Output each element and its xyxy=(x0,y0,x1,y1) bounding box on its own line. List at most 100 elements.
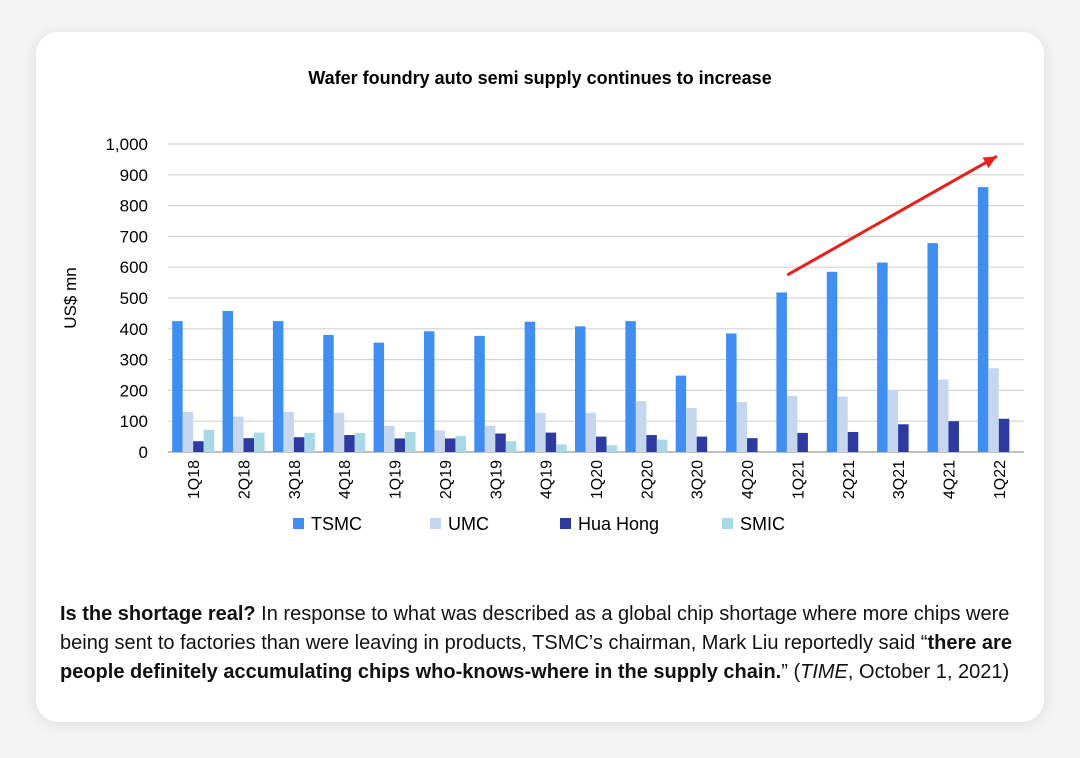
bar-hua-hong xyxy=(444,438,456,452)
bar-tsmc xyxy=(323,334,334,452)
bar-tsmc xyxy=(272,321,284,452)
arrow-shaft xyxy=(786,155,998,277)
bar-tsmc xyxy=(877,262,888,452)
y-tick-label: 200 xyxy=(120,381,148,400)
bar-hua-hong xyxy=(243,438,255,452)
bar-hua-hong xyxy=(696,436,708,452)
bar-smic xyxy=(304,432,315,452)
bar-umc xyxy=(585,412,596,452)
bar-tsmc xyxy=(927,243,938,452)
y-tick-label: 1,000 xyxy=(105,135,148,154)
bar-umc xyxy=(283,411,294,452)
chart-title: Wafer foundry auto semi supply continues… xyxy=(308,68,771,88)
bars xyxy=(172,187,1010,452)
trend-arrow xyxy=(786,155,998,277)
bar-umc xyxy=(434,430,445,452)
bar-umc xyxy=(887,390,899,452)
legend-swatch xyxy=(430,518,441,529)
bar-hua-hong xyxy=(193,441,204,452)
x-tick-label: 2Q20 xyxy=(639,460,656,499)
bar-umc xyxy=(988,368,999,452)
bar-smic xyxy=(606,445,617,452)
caption-body: In response to what was described as a g… xyxy=(60,603,1010,654)
bar-smic xyxy=(203,429,215,452)
x-tick-label: 1Q22 xyxy=(992,460,1009,499)
y-tick-label: 700 xyxy=(120,227,148,246)
bar-smic xyxy=(556,444,567,452)
y-tick-label: 500 xyxy=(120,289,148,308)
x-tick-label: 1Q20 xyxy=(589,460,606,499)
bar-hua-hong xyxy=(797,432,808,452)
x-tick-label: 4Q18 xyxy=(337,460,354,499)
bar-umc xyxy=(182,411,194,452)
bar-umc xyxy=(837,396,848,452)
bar-hua-hong xyxy=(293,437,305,452)
bar-umc xyxy=(937,379,949,452)
bar-hua-hong xyxy=(545,432,557,452)
bar-tsmc xyxy=(423,331,435,452)
bar-hua-hong xyxy=(948,421,959,452)
bar-umc xyxy=(736,402,748,452)
y-tick-label: 0 xyxy=(139,443,148,462)
bar-smic xyxy=(505,441,517,452)
x-tick-label: 1Q21 xyxy=(790,460,807,499)
x-axis-ticks: 1Q18 2Q18 3Q18 4Q18 1Q19 2Q19 3Q19 4Q19 1Q20 2Q20… xyxy=(186,460,1009,499)
caption-source: TIME xyxy=(800,661,848,683)
y-tick-label: 400 xyxy=(120,320,148,339)
bar-umc xyxy=(384,425,395,452)
legend-label: SMIC xyxy=(740,514,785,534)
x-tick-label: 1Q18 xyxy=(186,460,203,499)
caption-question: Is the shortage real? xyxy=(60,603,256,625)
legend-label: Hua Hong xyxy=(578,514,659,534)
bar-hua-hong xyxy=(596,436,607,452)
legend-swatch xyxy=(722,518,733,529)
y-tick-label: 900 xyxy=(120,166,148,185)
bar-hua-hong xyxy=(495,433,506,452)
y-tick-label: 600 xyxy=(120,258,148,277)
bar-tsmc xyxy=(726,333,737,452)
caption-date: , October 1, 2021) xyxy=(847,661,1010,683)
y-tick-label: 800 xyxy=(120,197,148,216)
x-tick-label: 3Q19 xyxy=(488,460,505,499)
caption-quote: there are people definitely accumulating… xyxy=(60,632,1012,683)
bar-hua-hong xyxy=(344,435,355,452)
bar-umc xyxy=(233,416,244,452)
caption-after-quote: ” ( xyxy=(781,661,801,683)
bar-hua-hong xyxy=(898,424,909,452)
legend-label: TSMC xyxy=(311,514,362,534)
bar-umc xyxy=(786,395,798,452)
bar-tsmc xyxy=(675,375,687,452)
x-tick-label: 3Q21 xyxy=(891,460,908,499)
chart-card xyxy=(36,32,1044,722)
x-tick-label: 3Q20 xyxy=(690,460,707,499)
x-tick-label: 4Q21 xyxy=(941,460,958,499)
bar-smic xyxy=(455,435,466,452)
bar-tsmc xyxy=(524,321,536,452)
bar-smic xyxy=(354,432,366,452)
legend: TSMC UMC Hua Hong SMIC xyxy=(293,514,785,534)
bar-tsmc xyxy=(776,292,787,452)
bar-smic xyxy=(405,431,416,452)
bar-tsmc xyxy=(625,321,636,452)
bar-tsmc xyxy=(575,326,586,452)
y-axis-label: US$ mn xyxy=(61,267,80,328)
bar-smic xyxy=(656,439,668,452)
bar-hua-hong xyxy=(646,435,657,452)
bar-tsmc xyxy=(977,187,989,452)
x-tick-label: 2Q19 xyxy=(438,460,455,499)
bar-tsmc xyxy=(222,310,234,452)
bar-chart: Wafer foundry auto semi supply continues… xyxy=(61,68,1024,534)
bar-hua-hong xyxy=(747,438,758,452)
bar-hua-hong xyxy=(998,418,1010,452)
bar-smic xyxy=(254,432,265,452)
x-tick-label: 2Q18 xyxy=(237,460,254,499)
y-tick-label: 300 xyxy=(120,351,148,370)
legend-swatch xyxy=(560,518,571,529)
bar-hua-hong xyxy=(847,431,859,452)
legend-swatch xyxy=(293,518,304,529)
bar-umc xyxy=(635,401,647,452)
bar-tsmc xyxy=(172,321,183,452)
y-axis-ticks: 0 100 200 300 400 500 600 700 800 900 1,000 xyxy=(105,135,148,462)
bar-umc xyxy=(484,425,496,452)
x-tick-label: 4Q20 xyxy=(740,460,757,499)
